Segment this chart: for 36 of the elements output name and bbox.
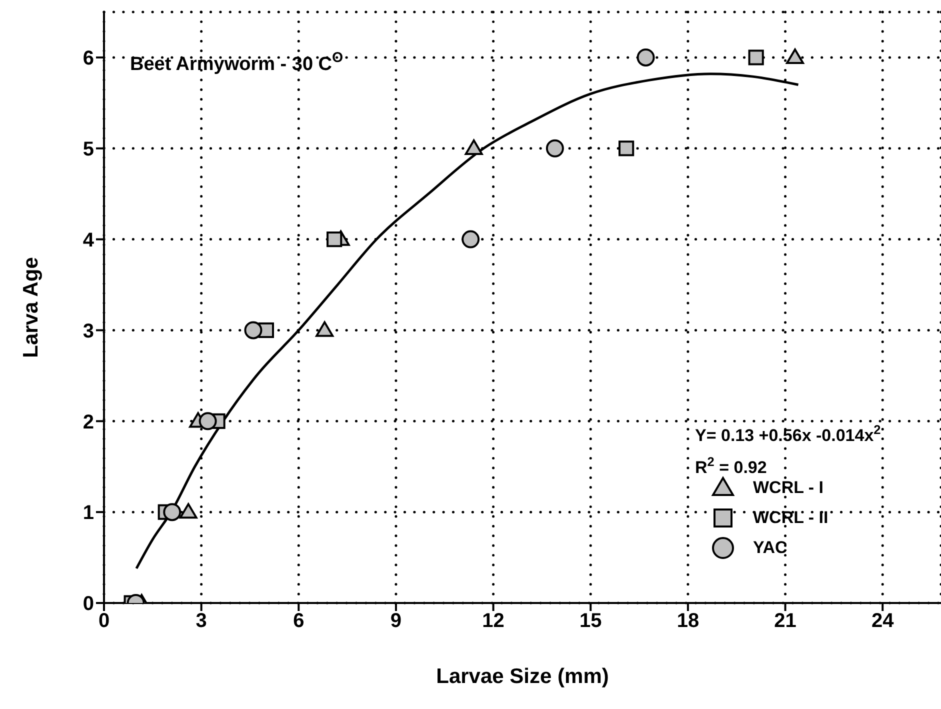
- x-tick-label: 24: [871, 610, 895, 632]
- x-axis-title: Larvae Size (mm): [436, 665, 609, 688]
- point: [163, 503, 182, 522]
- point: [244, 321, 262, 340]
- point: [618, 140, 634, 156]
- y-tick-label: 4: [82, 229, 95, 252]
- x-tick-label: 9: [390, 610, 402, 632]
- y-tick-label: 2: [82, 411, 94, 434]
- x-tick-label: 18: [676, 610, 700, 632]
- annotation: R$^{2}$ = 0.92: [695, 454, 767, 477]
- y-tick-label: 5: [82, 138, 94, 160]
- legend-label: YAC: [753, 538, 788, 558]
- x-tick-label: 6: [293, 610, 304, 632]
- point: [546, 139, 564, 158]
- point: [636, 48, 655, 66]
- x-tick-label: 21: [774, 610, 796, 632]
- x-tick-label: 3: [196, 610, 207, 632]
- y-tick-label: 0: [82, 593, 94, 616]
- y-tick-label: 6: [82, 48, 94, 70]
- point: [748, 50, 764, 66]
- x-tick-label: 12: [482, 610, 504, 632]
- legend-label: WCRL - II: [753, 508, 828, 528]
- point: [326, 232, 342, 248]
- legend-label: WCRL - I: [753, 478, 824, 498]
- point: [462, 230, 480, 248]
- y-tick-label: 1: [82, 502, 94, 524]
- y-tick-label: 3: [82, 320, 94, 342]
- point: [316, 321, 334, 337]
- point: [179, 503, 198, 519]
- y-axis-title: Larva Age: [19, 257, 42, 358]
- point: [464, 139, 483, 155]
- x-tick-label: 15: [580, 610, 602, 632]
- x-tick-label: 0: [98, 610, 110, 632]
- annotation: Y= 0.13 +0.56x -0.014x$^{2}$: [695, 422, 881, 445]
- point: [786, 48, 804, 64]
- point: [198, 412, 217, 430]
